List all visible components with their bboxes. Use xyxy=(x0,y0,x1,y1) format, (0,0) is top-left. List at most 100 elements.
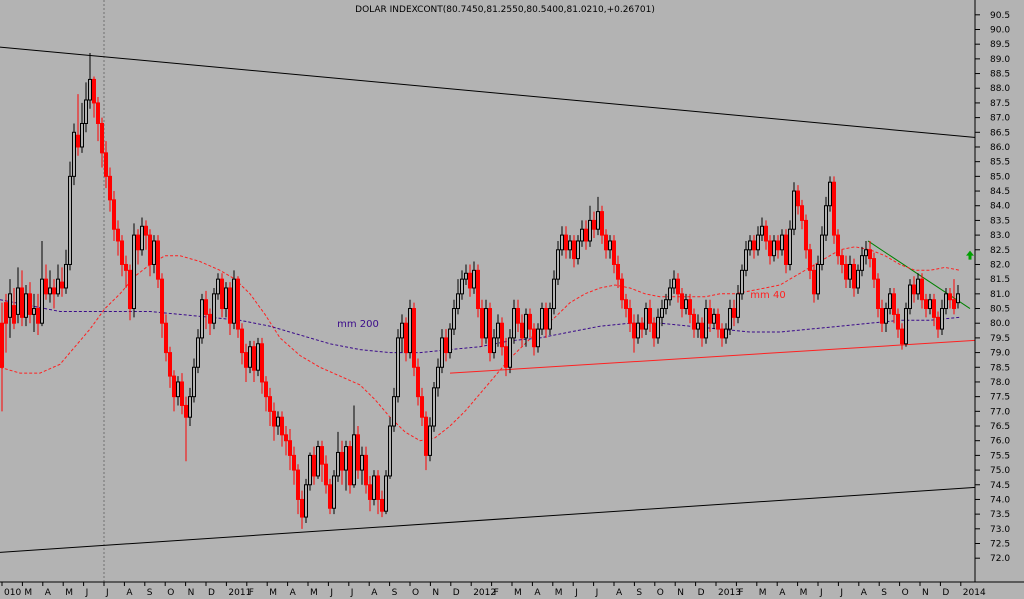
candle-body xyxy=(940,308,944,330)
candle-body xyxy=(624,299,628,310)
candle-4 xyxy=(16,267,20,324)
candle-44 xyxy=(176,376,180,406)
candle-82 xyxy=(328,478,332,515)
candle-188 xyxy=(752,235,756,259)
candle-18 xyxy=(72,123,76,186)
y-axis-panel xyxy=(975,0,1024,582)
candle-185 xyxy=(740,264,744,300)
candle-body xyxy=(592,219,596,230)
candle-125 xyxy=(500,317,504,356)
candle-106 xyxy=(424,411,428,471)
y-tick-label: 84.5 xyxy=(990,187,1010,197)
candle-202 xyxy=(808,243,812,280)
candle-body xyxy=(628,308,632,324)
candle-body xyxy=(632,322,636,339)
candle-229 xyxy=(916,273,920,300)
candle-body xyxy=(472,269,476,289)
candle-109 xyxy=(436,358,440,397)
x-tick-label: A xyxy=(861,588,868,598)
candle-238 xyxy=(952,279,956,315)
candle-133 xyxy=(532,323,536,356)
candle-53 xyxy=(212,287,216,330)
x-tick-label: A xyxy=(371,588,378,598)
candle-47 xyxy=(188,387,192,427)
candle-61 xyxy=(244,343,248,382)
x-tick-label: 2014 xyxy=(963,588,986,598)
x-tick-label: 2012 xyxy=(473,588,496,598)
candle-body xyxy=(296,469,300,500)
candle-body xyxy=(416,366,420,398)
candle-180 xyxy=(720,323,724,347)
candle-205 xyxy=(820,226,824,271)
candle-body xyxy=(540,308,544,330)
candle-3 xyxy=(12,287,16,330)
y-tick-label: 83.0 xyxy=(990,231,1010,241)
candle-63 xyxy=(252,340,256,382)
candle-130 xyxy=(520,314,524,347)
candle-body xyxy=(276,416,280,427)
candle-92 xyxy=(368,475,372,512)
candle-26 xyxy=(104,141,108,189)
candle-2 xyxy=(8,279,12,338)
candle-body xyxy=(376,475,380,500)
candle-body xyxy=(652,322,656,339)
candle-body xyxy=(76,134,80,148)
candle-body xyxy=(544,308,548,330)
candle-body xyxy=(112,199,116,230)
candle-body xyxy=(796,190,800,207)
candle-163 xyxy=(652,317,656,347)
candle-body xyxy=(772,240,776,257)
candle-141 xyxy=(564,226,568,259)
candle-218 xyxy=(872,252,876,288)
candle-157 xyxy=(628,299,632,333)
candle-body xyxy=(920,278,924,301)
candle-48 xyxy=(192,358,196,403)
candle-body xyxy=(252,346,256,371)
candle-49 xyxy=(196,329,200,374)
candle-body xyxy=(904,308,908,345)
y-tick-label: 87.0 xyxy=(990,114,1010,124)
x-tick-label: M xyxy=(759,588,767,598)
candle-170 xyxy=(680,287,684,318)
candle-58 xyxy=(232,270,236,330)
candle-115 xyxy=(460,270,464,300)
candle-155 xyxy=(620,273,624,309)
candle-body xyxy=(536,328,540,348)
candle-52 xyxy=(208,308,212,335)
candle-152 xyxy=(608,235,612,259)
candle-body xyxy=(12,305,16,324)
candle-body xyxy=(332,475,336,509)
candle-body xyxy=(24,293,28,318)
candle-body xyxy=(708,308,712,324)
candle-body xyxy=(724,328,728,339)
candle-body xyxy=(696,322,700,330)
candle-body xyxy=(788,228,792,265)
candle-5 xyxy=(20,270,24,327)
candle-body xyxy=(688,299,692,315)
candle-body xyxy=(824,205,828,236)
candle-114 xyxy=(456,279,460,315)
candle-197 xyxy=(788,220,792,271)
candle-215 xyxy=(860,246,864,277)
candle-68 xyxy=(272,402,276,441)
candle-body xyxy=(816,263,820,295)
candle-body xyxy=(460,278,464,295)
candle-214 xyxy=(856,264,860,294)
candle-142 xyxy=(568,235,572,259)
y-tick-label: 86.0 xyxy=(990,143,1010,153)
candle-body xyxy=(420,396,424,418)
candle-body xyxy=(880,308,884,324)
candle-body xyxy=(392,396,396,427)
candle-body xyxy=(756,234,760,251)
y-tick-label: 82.0 xyxy=(990,260,1010,270)
candle-134 xyxy=(536,323,540,353)
candle-43 xyxy=(172,370,176,412)
candle-body xyxy=(736,293,740,318)
candle-236 xyxy=(944,287,948,315)
candle-body xyxy=(444,337,448,354)
candle-body xyxy=(72,131,76,177)
candle-149 xyxy=(596,196,600,236)
x-tick-label: D xyxy=(208,588,215,598)
y-tick-label: 78.0 xyxy=(990,378,1010,388)
